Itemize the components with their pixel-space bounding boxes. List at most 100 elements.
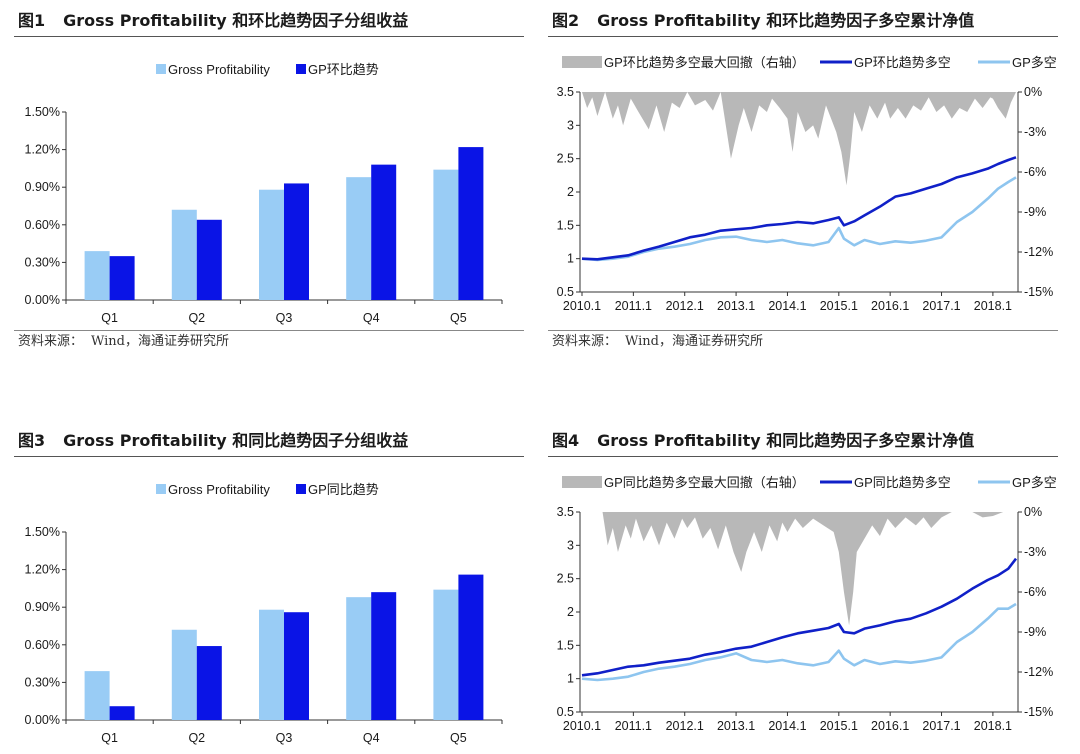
source-text: Wind，海通证券研究所 [625,334,764,349]
figure-1-title: 图1 Gross Profitability 和环比趋势因子分组收益 [14,8,524,37]
figure-3: 图3 Gross Profitability 和同比趋势因子分组收益 Gross … [14,428,524,745]
y2-tick-label: -6% [1024,585,1046,599]
bar [458,574,484,720]
y2-tick-label: -9% [1024,205,1046,219]
x-tick-label: Q4 [363,731,380,745]
y2-tick-label: 0% [1024,505,1042,519]
x-tick-label: 2018.1 [974,719,1012,733]
legend-swatch [562,476,602,488]
bar [346,177,372,300]
legend-swatch [296,64,306,74]
y-tick-label: 3.5 [557,505,574,519]
figure-4-title: 图4 Gross Profitability 和同比趋势因子多空累计净值 [548,428,1058,457]
y-tick-label: 0.90% [25,180,60,194]
y2-tick-label: -15% [1024,705,1053,719]
legend-label: GP同比趋势多空 [854,475,951,490]
bar [196,646,222,720]
y-tick-label: 1.50% [25,525,60,539]
legend-label: GP环比趋势多空最大回撤（右轴） [604,55,805,70]
figure-title-text: Gross Profitability 和同比趋势因子多空累计净值 [597,431,975,450]
x-tick-label: 2013.1 [717,299,755,313]
figure-title-text: Gross Profitability 和环比趋势因子分组收益 [63,11,409,30]
x-tick-label: 2012.1 [666,299,704,313]
figure-1-source: 资料来源： Wind，海通证券研究所 [14,330,524,354]
figure-4: 图4 Gross Profitability 和同比趋势因子多空累计净值 GP同比… [548,428,1058,737]
legend-label: Gross Profitability [168,62,270,77]
x-tick-label: 2010.1 [563,299,601,313]
y-tick-label: 3 [567,118,574,132]
y-tick-label: 2.5 [557,152,574,166]
bar [84,671,110,720]
x-tick-label: 2017.1 [922,719,960,733]
bar [346,597,372,720]
bar [109,256,135,300]
source-label: 资料来源： [18,334,84,349]
y-tick-label: 2 [567,185,574,199]
drawdown-area [582,512,1016,626]
x-tick-label: Q2 [188,731,205,745]
figure-title-text: Gross Profitability 和环比趋势因子多空累计净值 [597,11,975,30]
y-tick-label: 0.5 [557,285,574,299]
y-tick-label: 3 [567,538,574,552]
y-tick-label: 1 [567,672,574,686]
source-text: Wind，海通证券研究所 [91,334,230,349]
figure-1: 图1 Gross Profitability 和环比趋势因子分组收益 Gross … [14,8,524,353]
y2-tick-label: -3% [1024,125,1046,139]
figure-2-source: 资料来源： Wind，海通证券研究所 [548,330,1058,354]
bar [171,629,197,720]
legend-label: GP多空 [1012,475,1057,490]
bar [259,189,284,300]
legend-label: GP多空 [1012,55,1057,70]
line-chart-4: GP同比趋势多空最大回撤（右轴） GP同比趋势多空 GP多空 0.5 1 1.5 2 2.5 3… [557,475,1057,733]
legend-label: GP环比趋势 [308,62,379,77]
x-tick-label: Q5 [450,311,467,325]
legend-swatch [562,56,602,68]
x-tick-label: 2014.1 [768,719,806,733]
figure-number: 图3 [18,431,46,450]
y-tick-label: 1.5 [557,638,574,652]
x-tick-label: 2010.1 [563,719,601,733]
bar [458,147,484,300]
drawdown-area [582,92,1016,186]
y-tick-label: 1.20% [25,563,60,577]
x-tick-label: 2016.1 [871,719,909,733]
legend-swatch [296,484,306,494]
figure-2-title: 图2 Gross Profitability 和环比趋势因子多空累计净值 [548,8,1058,37]
legend-label: GP环比趋势多空 [854,55,951,70]
y-tick-label: 0.00% [25,293,60,307]
y2-tick-label: -12% [1024,245,1053,259]
legend-swatch [156,64,166,74]
legend-label: GP同比趋势多空最大回撤（右轴） [604,475,805,490]
y-tick-label: 0.30% [25,255,60,269]
x-tick-label: 2018.1 [974,299,1012,313]
legend-swatch [156,484,166,494]
x-tick-label: 2015.1 [820,719,858,733]
y-tick-label: 1.50% [25,105,60,119]
series-line [581,557,1018,677]
figure-2: 图2 Gross Profitability 和环比趋势因子多空累计净值 GP环比… [548,8,1058,353]
figure-number: 图1 [18,11,46,30]
bar [171,209,197,300]
x-tick-label: Q4 [363,311,380,325]
y2-tick-label: -12% [1024,665,1053,679]
bar [371,592,397,720]
x-tick-label: 2013.1 [717,719,755,733]
y-tick-label: 3.5 [557,85,574,99]
series-line [581,156,1017,261]
line-chart-2: GP环比趋势多空最大回撤（右轴） GP环比趋势多空 GP多空 0.5 1 1.5 2 2.5 3… [557,55,1057,313]
figure-title-text: Gross Profitability 和同比趋势因子分组收益 [63,431,409,450]
y2-tick-label: -3% [1024,545,1046,559]
y-tick-label: 0.00% [25,713,60,727]
y-tick-label: 2.5 [557,572,574,586]
x-tick-label: Q5 [450,731,467,745]
bar [284,183,309,300]
x-tick-label: 2015.1 [820,299,858,313]
figure-number: 图4 [552,431,580,450]
y-tick-label: 1.20% [25,143,60,157]
legend-label: Gross Profitability [168,482,270,497]
bar-chart-1: Gross Profitability GP环比趋势 0.00% 0.30% 0.60%… [25,62,503,325]
bar [433,589,459,720]
x-tick-label: Q1 [101,311,118,325]
legend-label: GP同比趋势 [308,482,379,497]
bar [196,219,222,300]
